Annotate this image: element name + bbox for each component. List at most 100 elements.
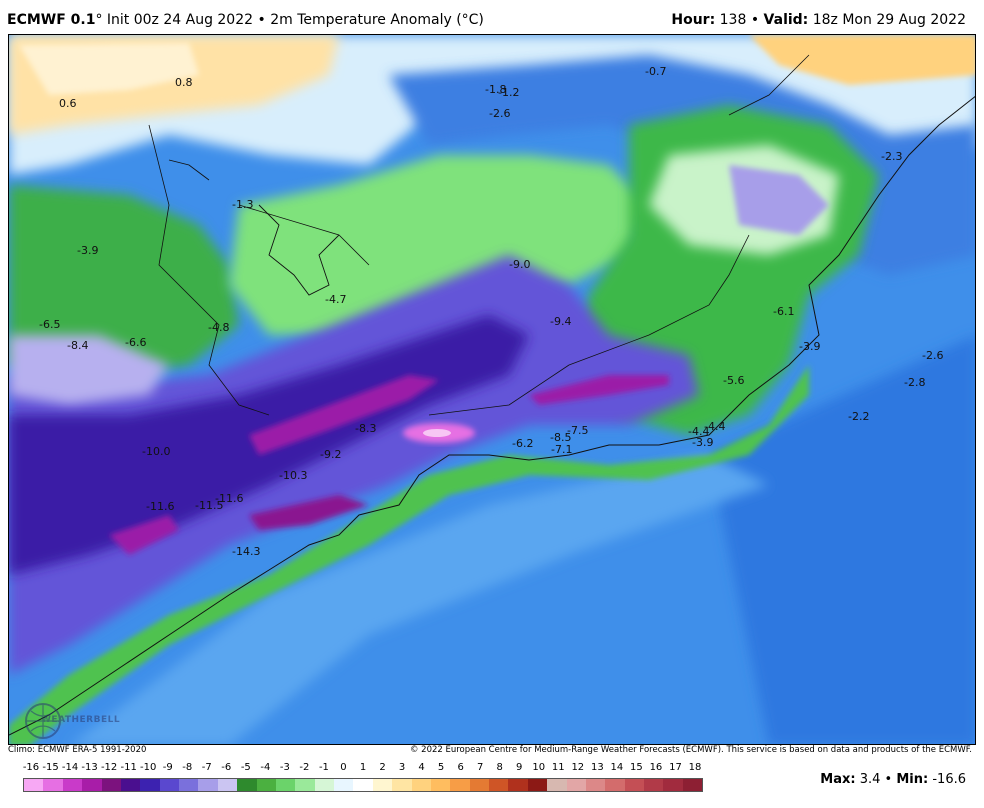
land-lightgreen-mid bbox=[229, 155, 649, 335]
scale-tick-label: 18 bbox=[688, 762, 702, 773]
scale-tick-label: -5 bbox=[240, 762, 251, 773]
scale-tick-label: -4 bbox=[260, 762, 271, 773]
scale-swatch bbox=[508, 779, 528, 791]
scale-swatch bbox=[372, 779, 393, 791]
anomaly-value-label: -2.8 bbox=[904, 376, 926, 389]
color-scale: -16 -15 -14 -13 -12 -11 -10 -9 -8 -7 -6 -5 -4 -3 -2 -1 0… bbox=[23, 763, 703, 795]
scale-swatch bbox=[140, 779, 160, 791]
anomaly-value-label: -6.1 bbox=[773, 305, 795, 318]
anomaly-value-label: -6.6 bbox=[125, 336, 147, 349]
stats-separator: • bbox=[880, 772, 897, 787]
anomaly-value-label: -2.6 bbox=[922, 349, 944, 362]
state-borders bbox=[148, 54, 810, 416]
scale-swatch bbox=[295, 779, 315, 791]
min-label: Min: bbox=[896, 772, 929, 787]
scale-tick-label: -2 bbox=[299, 762, 310, 773]
logo-globe-icon bbox=[25, 703, 61, 739]
header-left: ECMWF 0.1° Init 00z 24 Aug 2022 • 2m Tem… bbox=[7, 12, 484, 28]
scale-tick-label: 17 bbox=[669, 762, 682, 773]
coastline bbox=[9, 95, 975, 736]
scale-tick-label: 4 bbox=[418, 762, 425, 773]
forecast-hour: 138 bbox=[719, 12, 747, 28]
anomaly-value-label: -5.6 bbox=[723, 374, 745, 387]
anomaly-lavender-west bbox=[9, 335, 169, 405]
anomaly-value-label: -10.3 bbox=[279, 469, 308, 482]
anomaly-value-label: -2.3 bbox=[881, 150, 903, 163]
scale-swatch bbox=[663, 779, 683, 791]
anomaly-purple-band bbox=[9, 255, 699, 675]
anomaly-value-label: -1.3 bbox=[232, 198, 254, 211]
scale-tick-label: -9 bbox=[162, 762, 173, 773]
scale-swatch bbox=[624, 779, 644, 791]
anomaly-value-label: -4.7 bbox=[325, 293, 347, 306]
anomaly-value-label: -1.8 bbox=[485, 83, 507, 96]
anomaly-value-label: -11.6 bbox=[215, 492, 244, 505]
scale-tick-label: -13 bbox=[81, 762, 98, 773]
anomaly-value-label: -4.4 bbox=[688, 425, 710, 438]
scale-swatch bbox=[217, 779, 238, 791]
scale-tick-label: -12 bbox=[100, 762, 118, 773]
scale-tick-label: 5 bbox=[437, 762, 445, 773]
valid-label: Valid: bbox=[763, 12, 809, 28]
anomaly-value-label: -8.4 bbox=[67, 339, 89, 352]
scale-tick-label: 1 bbox=[359, 762, 367, 773]
scale-swatch bbox=[275, 779, 296, 791]
variable-name: 2m Temperature Anomaly (°C) bbox=[270, 12, 484, 28]
header-right: Hour: 138 • Valid: 18z Mon 29 Aug 2022 bbox=[671, 12, 966, 28]
scale-swatch bbox=[198, 779, 218, 791]
logo-text: WEATHERBELL bbox=[41, 715, 121, 725]
anomaly-value-label: -9.4 bbox=[550, 315, 572, 328]
scale-swatch bbox=[24, 779, 44, 791]
anomaly-field bbox=[9, 35, 975, 744]
scale-swatch bbox=[430, 779, 451, 791]
scale-tick-label: 14 bbox=[610, 762, 624, 773]
ocean-light-band bbox=[71, 455, 769, 744]
header-separator-2: • bbox=[746, 12, 764, 28]
anomaly-magenta-streak-4 bbox=[249, 495, 369, 530]
scale-tick-label: 10 bbox=[532, 762, 546, 773]
lake-outline bbox=[258, 204, 340, 296]
anomaly-magenta-streak-1 bbox=[249, 375, 439, 455]
scale-tick-label: -8 bbox=[182, 762, 193, 773]
init-time: Init 00z 24 Aug 2022 bbox=[106, 12, 254, 28]
scale-tick-label: 8 bbox=[496, 762, 503, 773]
anomaly-value-label: -7.1 bbox=[551, 443, 573, 456]
anomaly-map: 0.8 0.6 -1.8 -1.2 -0.7 -2.6 -2.3 -1.3 -3.9 -9.0 -4… bbox=[8, 34, 976, 745]
max-label: Max: bbox=[820, 772, 856, 787]
anomaly-value-label: 0.8 bbox=[175, 76, 193, 89]
scale-tick-label: -7 bbox=[201, 762, 212, 773]
scale-tick-label: -1 bbox=[318, 762, 329, 773]
anomaly-value-label: -3.9 bbox=[692, 436, 714, 449]
anomaly-value-label: -4.4 bbox=[704, 420, 726, 433]
scale-tick-label: 3 bbox=[398, 762, 406, 773]
scale-tick-label: 7 bbox=[476, 762, 484, 773]
anomaly-value-label: -10.0 bbox=[142, 445, 171, 458]
anomaly-value-label: -6.5 bbox=[39, 318, 61, 331]
scale-swatch bbox=[450, 779, 470, 791]
scale-tick-label: -6 bbox=[221, 762, 232, 773]
degree-symbol: ° bbox=[95, 12, 103, 28]
scale-swatch bbox=[314, 779, 334, 791]
scale-tick-label: -14 bbox=[61, 762, 79, 773]
scale-tick-label: 9 bbox=[516, 762, 523, 773]
max-min-readout: Max: 3.4 • Min: -16.6 bbox=[820, 772, 966, 787]
land-warm-ne bbox=[749, 35, 975, 85]
anomaly-value-label: -9.0 bbox=[509, 258, 531, 271]
scale-tick-label: -10 bbox=[140, 762, 157, 773]
scale-swatch bbox=[411, 779, 431, 791]
land-warm-core bbox=[19, 43, 199, 95]
scale-swatch bbox=[159, 779, 179, 791]
scale-swatch bbox=[585, 779, 606, 791]
anomaly-value-label: -11.5 bbox=[195, 499, 224, 512]
anomaly-value-label: -9.2 bbox=[320, 448, 342, 461]
scale-swatch bbox=[682, 779, 703, 791]
anomaly-magenta-streak-2 bbox=[529, 375, 669, 405]
scale-swatch bbox=[489, 779, 509, 791]
scale-tick-label: -16 bbox=[22, 762, 40, 773]
climo-note: Climo: ECMWF ERA-5 1991-2020 bbox=[8, 745, 147, 755]
scale-swatch bbox=[334, 779, 354, 791]
anomaly-value-label: -6.2 bbox=[512, 437, 534, 450]
anomaly-value-label: -7.5 bbox=[567, 424, 589, 437]
scale-swatch bbox=[101, 779, 121, 791]
scale-swatch bbox=[82, 779, 102, 791]
